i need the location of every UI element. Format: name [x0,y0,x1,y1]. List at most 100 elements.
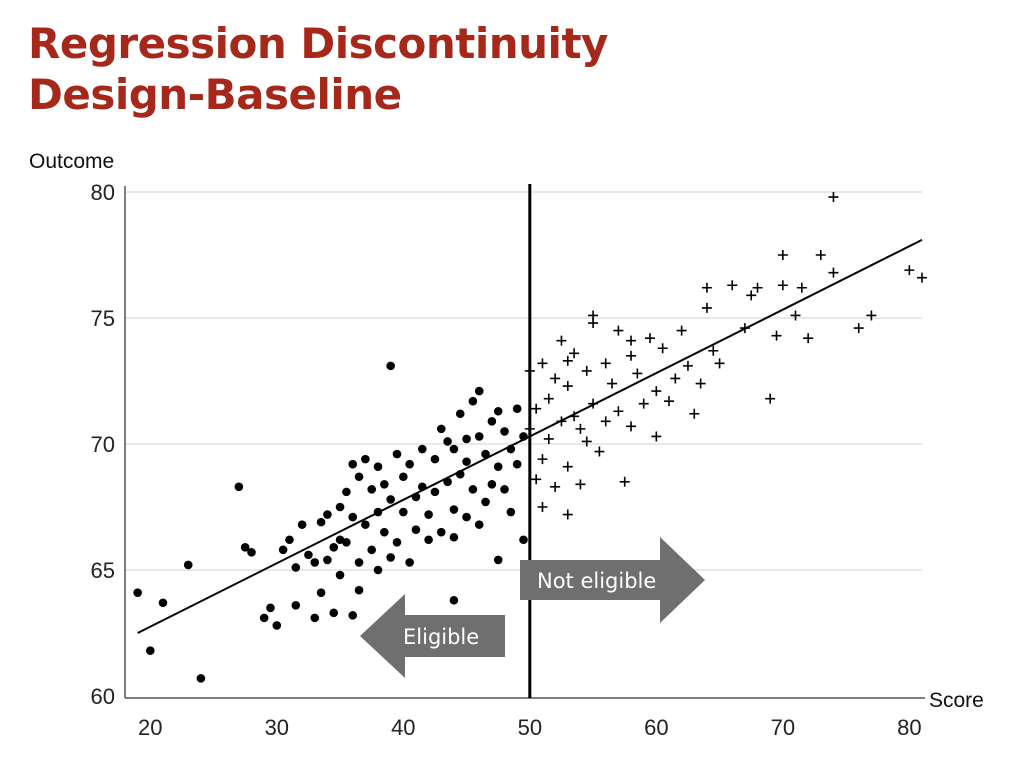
data-point [708,345,719,356]
data-point [493,555,503,565]
data-point [904,265,915,276]
data-point [701,282,712,293]
data-point [657,343,668,354]
data-point [626,335,637,346]
data-point [512,459,522,469]
data-point [651,386,662,397]
data-point [449,505,459,514]
not-eligible-label: Not eligible [537,569,656,593]
data-point [234,482,244,492]
data-point [562,381,573,392]
data-point [373,565,383,575]
data-point [297,520,307,529]
y-tick-label: 60 [91,684,115,709]
data-point [342,537,351,547]
data-point [562,461,573,472]
data-point [701,302,712,313]
data-point [462,434,471,444]
data-point [310,558,320,567]
not-eligible-arrow: Not eligible [520,537,705,623]
data-point [405,459,414,469]
data-point [619,476,630,487]
data-point [550,481,561,492]
data-point [291,563,301,572]
data-point [481,449,490,459]
data-point [746,290,757,301]
x-tick-label: 80 [897,715,921,740]
data-point [329,543,339,552]
data-point [796,282,807,293]
data-point [613,325,624,336]
data-point [146,646,155,655]
data-point [714,358,725,369]
data-point [645,333,656,344]
data-point [803,333,814,344]
data-point [777,250,788,260]
data-point [537,502,548,512]
axes [124,186,925,699]
data-point [373,462,383,471]
data-point [550,373,561,384]
data-point [361,454,370,464]
data-point [562,509,573,520]
data-point [531,474,542,485]
x-tick-label: 50 [518,715,542,740]
data-point [247,548,256,557]
data-point [594,446,605,457]
data-point [506,507,516,517]
data-point [575,479,586,490]
gridlines [125,191,922,571]
data-point [790,310,801,321]
data-point [335,570,345,580]
data-point [537,358,548,369]
data-point [367,485,376,494]
data-point [600,416,611,427]
data-point [569,348,580,359]
data-point [354,472,364,482]
data-point [487,417,497,426]
data-point [304,550,313,560]
data-point [386,361,395,371]
slide-title: Regression Discontinuity Design-Baseline [28,18,608,120]
data-point [481,497,490,507]
data-points [133,192,927,683]
data-point [240,543,250,552]
data-point [436,424,446,434]
data-point [323,555,332,565]
data-point [765,393,776,404]
data-point [828,267,839,278]
data-point [449,595,459,605]
data-point [158,598,168,608]
data-point [752,282,763,293]
data-point [600,358,611,369]
data-point [354,558,364,567]
data-point [543,393,554,404]
data-point [853,323,864,334]
data-point [348,512,358,522]
y-tick-label: 80 [91,180,115,205]
x-axis-label: Score [929,689,984,712]
data-point [455,409,465,419]
data-point [367,545,376,555]
data-point [436,527,446,537]
y-tick-label: 70 [91,432,115,457]
x-tick-label: 20 [138,715,162,740]
data-point [354,585,364,595]
data-point [468,485,478,494]
eligible-arrow: Eligible [360,594,505,678]
data-point [626,350,637,361]
data-point [519,535,528,545]
data-point [500,427,509,436]
data-point [424,510,433,519]
data-point [323,510,332,519]
data-point [399,472,408,482]
data-point [316,588,326,597]
data-point [493,406,503,416]
data-point [537,454,548,465]
data-point [430,454,440,464]
data-point [430,487,440,497]
data-point [670,373,681,384]
data-point [493,462,503,471]
y-tick-label: 65 [91,558,115,583]
